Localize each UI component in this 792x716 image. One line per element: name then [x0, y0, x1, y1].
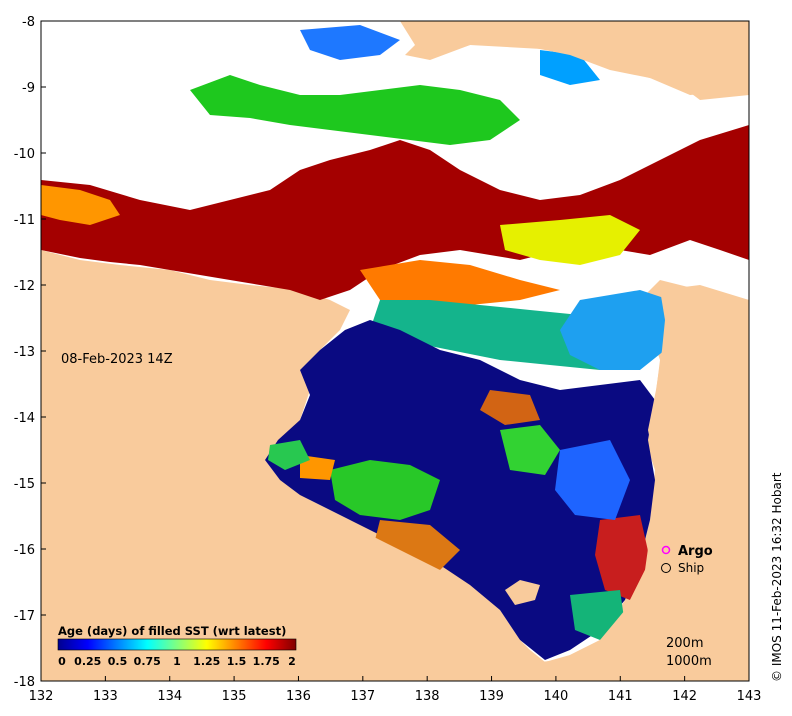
x-tick-label: 140: [543, 689, 568, 704]
colorbar-tick-label: 0.25: [74, 655, 101, 668]
age-175-south: [480, 390, 540, 425]
x-tick-label: 142: [672, 689, 697, 704]
colorbar-tick-label: 0.75: [134, 655, 161, 668]
colorbar-ticks: 0 0.25 0.5 0.75 1 1.25 1.5 1.75 2: [58, 655, 296, 668]
age-175-band: [360, 260, 560, 305]
y-tick-label: -18: [14, 675, 35, 690]
x-axis: 132 133 134 135 136 137 138 139 140 141 142 143: [29, 676, 762, 704]
age-1-south: [330, 460, 440, 520]
y-tick-label: -15: [14, 477, 35, 492]
age-15-band: [41, 185, 120, 225]
age-05-mid: [560, 290, 670, 370]
age-05-east-patch: [555, 440, 630, 520]
argo-marker-icon: [661, 545, 671, 555]
credit-text: © IMOS 11-Feb-2023 16:32 Hobart: [770, 472, 784, 682]
colorbar-tick-label: 0.5: [108, 655, 128, 668]
argo-legend-label: Argo: [678, 544, 713, 559]
ship-marker-icon: [661, 563, 671, 573]
contour-label-200m: 200m: [666, 636, 703, 651]
colorbar-tick-label: 1.75: [253, 655, 280, 668]
colorbar-tick-label: 1: [173, 655, 181, 668]
y-tick-label: -13: [14, 345, 35, 360]
x-tick-label: 138: [415, 689, 440, 704]
colorbar-tick-label: 2: [288, 655, 296, 668]
contour-label-1000m: 1000m: [666, 654, 712, 669]
new-guinea-land: [400, 21, 749, 100]
y-axis: -8 -9 -10 -11 -12 -13 -14 -15 -16 -17 -18: [14, 15, 46, 690]
age-1-west-patch: [268, 440, 310, 470]
coast-inlet: [505, 580, 540, 605]
age-025-top: [300, 25, 400, 60]
sst-field: [41, 21, 749, 681]
age-2-southeast: [595, 515, 650, 600]
colorbar-tick-label: 1.25: [193, 655, 220, 668]
x-tick-label: 143: [737, 689, 762, 704]
y-tick-label: -9: [22, 81, 35, 96]
x-tick-label: 135: [222, 689, 247, 704]
colorbar-title: Age (days) of filled SST (wrt latest): [58, 624, 286, 638]
age-125-band: [500, 215, 640, 265]
x-tick-label: 134: [157, 689, 182, 704]
y-tick-label: -14: [14, 411, 35, 426]
y-tick-label: -17: [14, 609, 35, 624]
x-tick-label: 139: [479, 689, 504, 704]
colorbar: [57, 638, 297, 651]
x-tick-label: 141: [608, 689, 633, 704]
age-0-gulf: [265, 320, 655, 660]
x-tick-label: 132: [29, 689, 54, 704]
y-tick-label: -10: [14, 147, 35, 162]
age-1-east: [500, 425, 560, 475]
cape-york-land: [41, 285, 749, 681]
x-tick-label: 136: [286, 689, 311, 704]
date-label: 08-Feb-2023 14Z: [61, 352, 173, 367]
age-05-top-east: [540, 50, 600, 85]
y-tick-label: -11: [14, 213, 35, 228]
x-tick-label: 137: [350, 689, 375, 704]
ship-legend-label: Ship: [678, 561, 704, 575]
age-2-band: [41, 125, 749, 300]
x-tick-label: 133: [93, 689, 118, 704]
colorbar-tick-label: 0: [58, 655, 66, 668]
y-tick-label: -8: [22, 15, 35, 30]
y-tick-label: -16: [14, 543, 35, 558]
age-15-west: [300, 455, 335, 480]
age-1-band-north: [190, 75, 520, 145]
colorbar-tick-label: 1.5: [227, 655, 247, 668]
y-tick-label: -12: [14, 279, 35, 294]
age-175-southwest: [375, 520, 460, 570]
